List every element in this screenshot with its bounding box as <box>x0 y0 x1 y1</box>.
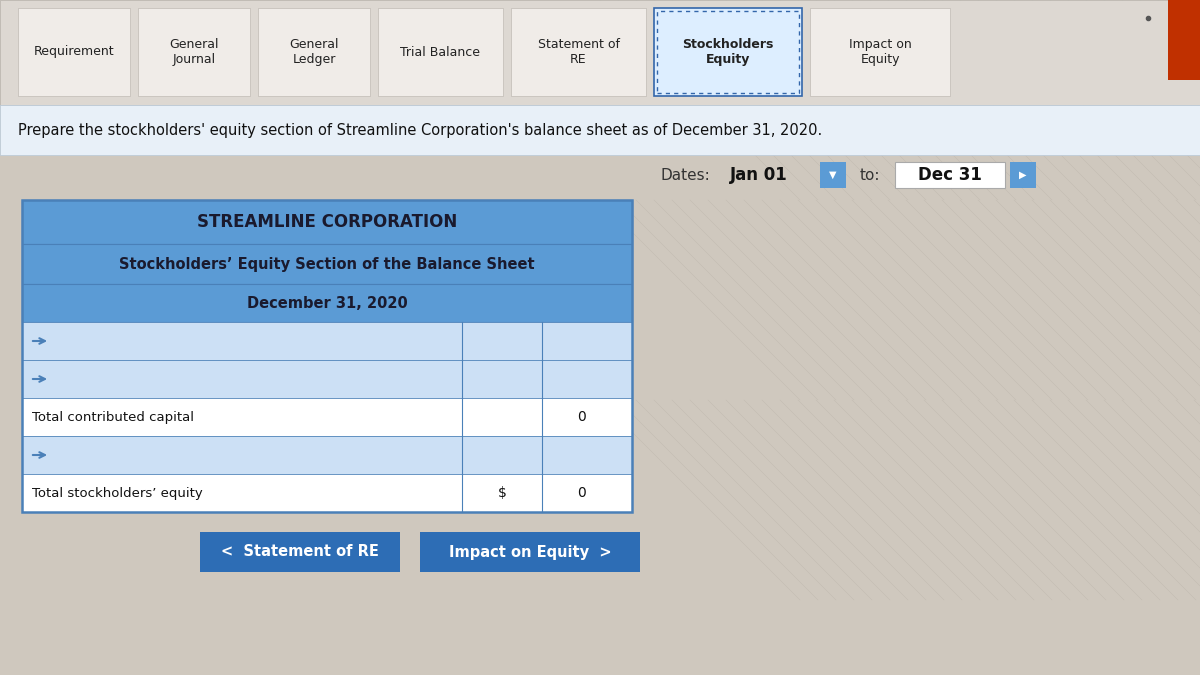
FancyBboxPatch shape <box>511 8 646 96</box>
Text: <  Statement of RE: < Statement of RE <box>221 545 379 560</box>
FancyBboxPatch shape <box>18 8 130 96</box>
Text: December 31, 2020: December 31, 2020 <box>247 296 407 310</box>
Text: ▶: ▶ <box>1019 170 1027 180</box>
Text: Stockholders
Equity: Stockholders Equity <box>683 38 774 66</box>
Text: Impact on Equity  >: Impact on Equity > <box>449 545 611 560</box>
Text: Impact on
Equity: Impact on Equity <box>848 38 911 66</box>
FancyBboxPatch shape <box>654 8 802 96</box>
Text: Stockholders’ Equity Section of the Balance Sheet: Stockholders’ Equity Section of the Bala… <box>119 256 535 271</box>
FancyBboxPatch shape <box>1010 162 1036 188</box>
FancyBboxPatch shape <box>22 360 632 398</box>
Text: Prepare the stockholders' equity section of Streamline Corporation's balance she: Prepare the stockholders' equity section… <box>18 122 822 138</box>
Text: Total contributed capital: Total contributed capital <box>32 410 194 423</box>
FancyBboxPatch shape <box>138 8 250 96</box>
FancyBboxPatch shape <box>420 532 640 572</box>
Text: General
Journal: General Journal <box>169 38 218 66</box>
Text: General
Ledger: General Ledger <box>289 38 338 66</box>
FancyBboxPatch shape <box>895 162 1006 188</box>
Text: Dates:: Dates: <box>660 167 709 182</box>
FancyBboxPatch shape <box>0 105 1200 155</box>
Text: Trial Balance: Trial Balance <box>401 45 480 59</box>
FancyBboxPatch shape <box>22 244 632 284</box>
FancyBboxPatch shape <box>22 322 632 360</box>
Text: Requirement: Requirement <box>34 45 114 59</box>
Text: 0: 0 <box>577 486 587 500</box>
Text: Total stockholders’ equity: Total stockholders’ equity <box>32 487 203 499</box>
FancyBboxPatch shape <box>22 284 632 322</box>
Text: 0: 0 <box>577 410 587 424</box>
FancyBboxPatch shape <box>200 532 400 572</box>
Text: Jan 01: Jan 01 <box>730 166 787 184</box>
FancyBboxPatch shape <box>258 8 370 96</box>
Text: Dec 31: Dec 31 <box>918 166 982 184</box>
FancyBboxPatch shape <box>810 8 950 96</box>
FancyBboxPatch shape <box>1168 0 1200 80</box>
Text: ▼: ▼ <box>829 170 836 180</box>
FancyBboxPatch shape <box>378 8 503 96</box>
Text: Statement of
RE: Statement of RE <box>538 38 619 66</box>
Text: to:: to: <box>860 167 881 182</box>
FancyBboxPatch shape <box>0 0 1200 105</box>
FancyBboxPatch shape <box>22 200 632 244</box>
Text: STREAMLINE CORPORATION: STREAMLINE CORPORATION <box>197 213 457 231</box>
FancyBboxPatch shape <box>820 162 846 188</box>
FancyBboxPatch shape <box>22 436 632 474</box>
FancyBboxPatch shape <box>22 474 632 512</box>
Text: $: $ <box>498 486 506 500</box>
FancyBboxPatch shape <box>22 398 632 436</box>
